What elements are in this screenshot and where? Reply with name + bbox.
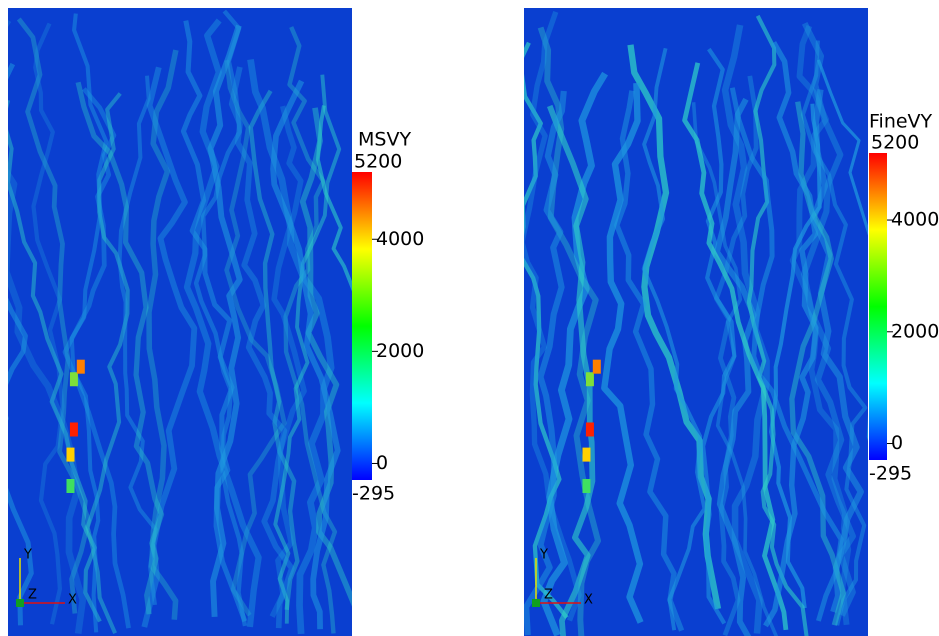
colorbar-min: -295 xyxy=(869,463,912,485)
streak xyxy=(207,24,243,618)
colorbar-tick-label: 4000 xyxy=(891,209,939,231)
colorbar-min: -295 xyxy=(352,483,395,505)
streak xyxy=(540,71,609,636)
streak xyxy=(183,18,262,628)
colorbar xyxy=(869,153,887,460)
streak xyxy=(180,20,248,623)
streak xyxy=(315,105,352,292)
colorbar xyxy=(352,172,372,480)
streak xyxy=(141,66,198,628)
axis-label-y: Y xyxy=(23,548,32,563)
streak xyxy=(228,66,295,629)
colorbar-tick-label: 0 xyxy=(376,452,388,474)
streak xyxy=(547,104,596,636)
streak xyxy=(8,62,34,626)
axis-z xyxy=(532,599,540,607)
streak xyxy=(69,13,109,633)
streak xyxy=(248,89,300,611)
streak xyxy=(75,81,165,615)
hot-spot xyxy=(582,479,591,493)
streak xyxy=(614,90,685,632)
hot-spot xyxy=(69,422,78,437)
colorbar-tick-label: 4000 xyxy=(376,228,424,250)
streak xyxy=(146,49,179,620)
hot-spot xyxy=(582,447,591,462)
axis-z xyxy=(16,599,24,607)
colorbar-title: MSVY xyxy=(358,129,411,151)
streak xyxy=(682,62,789,631)
streak xyxy=(763,41,819,628)
axis-label-y: Y xyxy=(539,548,548,563)
axis-label-z: Z xyxy=(544,588,553,603)
streak xyxy=(816,59,868,442)
streak xyxy=(601,83,644,624)
streak xyxy=(524,11,582,622)
streak xyxy=(283,26,338,634)
streak xyxy=(193,9,248,627)
hot-spot xyxy=(585,422,594,437)
streak xyxy=(269,105,307,618)
axis-label-x: X xyxy=(68,593,77,608)
streak xyxy=(700,47,737,625)
colorbar-tick-label: 2000 xyxy=(376,340,424,362)
streak xyxy=(800,21,856,617)
streak xyxy=(62,87,131,629)
streak xyxy=(31,22,65,625)
streak xyxy=(273,74,342,624)
streak xyxy=(85,92,130,635)
streak xyxy=(714,75,759,636)
field-streaks xyxy=(524,11,868,636)
streak xyxy=(746,14,809,636)
streak xyxy=(524,41,569,619)
streak xyxy=(537,26,601,636)
hot-spot xyxy=(76,359,85,374)
streak xyxy=(16,17,91,614)
streak xyxy=(800,40,868,626)
streak xyxy=(789,101,846,626)
streak xyxy=(117,75,158,606)
field-streaks xyxy=(8,9,352,635)
streak xyxy=(224,59,287,617)
streak xyxy=(8,19,87,635)
streak xyxy=(8,100,102,623)
streak xyxy=(299,107,352,607)
axis-label-x: X xyxy=(584,593,593,608)
colorbar-max: 5200 xyxy=(871,132,919,154)
colorbar-title: FineVY xyxy=(869,111,933,133)
hot-spot xyxy=(592,359,601,374)
hot-spot xyxy=(66,479,75,493)
colorbar-max: 5200 xyxy=(354,151,402,173)
hot-spot xyxy=(66,447,75,462)
hot-spot xyxy=(69,372,78,387)
streak xyxy=(270,79,341,630)
streak xyxy=(524,90,567,636)
colorbar-tick-label: 0 xyxy=(891,432,903,454)
colorbar-tick-label: 2000 xyxy=(891,320,939,342)
streak xyxy=(714,97,757,636)
hot-spot xyxy=(585,372,594,387)
field-image xyxy=(8,8,352,636)
streak xyxy=(641,47,707,631)
streak xyxy=(729,87,844,622)
axis-label-z: Z xyxy=(28,588,37,603)
